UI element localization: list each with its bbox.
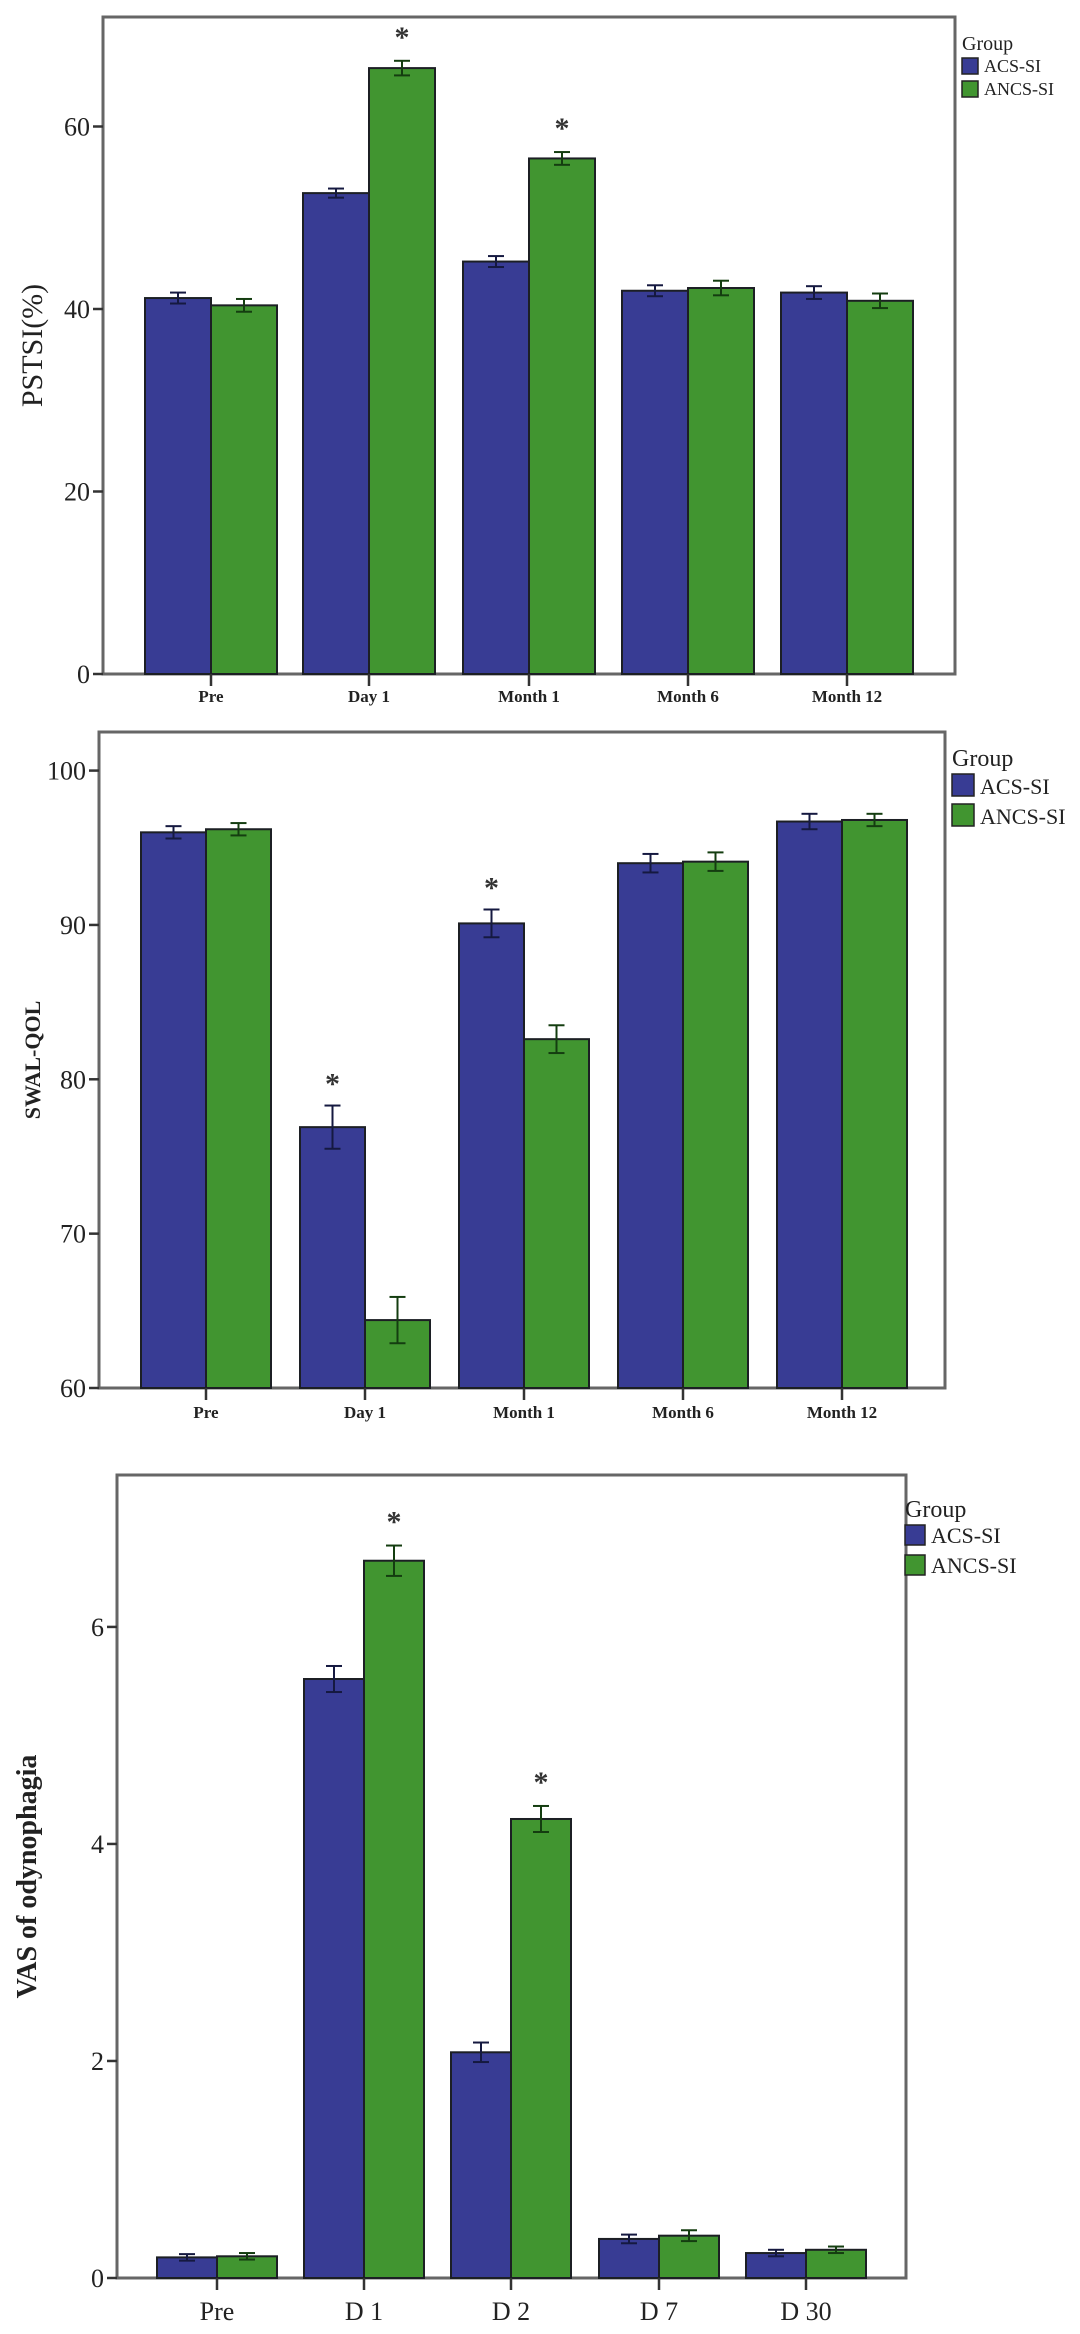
legend-label-acs-si: ACS-SI <box>984 56 1041 76</box>
bar-ancs-si-pre <box>205 828 272 1389</box>
bar-ancs-si-d-1 <box>363 1559 425 2280</box>
y-tick-label: 100 <box>47 757 86 786</box>
bar-ancs-si-month-6 <box>682 860 749 1389</box>
bar-ancs-si-d-2 <box>510 1817 572 2279</box>
legend-label-acs-si: ACS-SI <box>980 774 1050 799</box>
legend-swatch-acs-si <box>961 57 979 75</box>
legend-swatch-ancs-si <box>904 1554 926 1576</box>
chart-panel-2: 60 70 80 90 100 SWAL-QOL Pre Day 1 Month 1 Month … <box>20 730 1066 1422</box>
y-tick-label: 90 <box>60 911 86 940</box>
x-tick-label: Month 6 <box>652 1403 714 1422</box>
x-tick-label: Pre <box>193 1403 219 1422</box>
x-tick-label: D 7 <box>640 2297 678 2326</box>
bar-acs-si-month-12 <box>780 291 848 675</box>
legend-label-ancs-si: ANCS-SI <box>931 1553 1017 1578</box>
legend-label-acs-si: ACS-SI <box>931 1523 1001 1548</box>
legend-label-ancs-si: ANCS-SI <box>984 79 1054 99</box>
x-tick-label: Month 1 <box>498 687 560 706</box>
bar-ancs-si-month-1 <box>523 1038 590 1389</box>
y-tick-label: 4 <box>91 1830 104 1859</box>
bar-acs-si-month-12 <box>776 820 843 1389</box>
bar-ancs-si-month-1 <box>528 157 596 675</box>
bar-acs-si-d-1 <box>303 1678 365 2279</box>
x-tick-label: Month 12 <box>807 1403 877 1422</box>
bar-ancs-si-month-6 <box>687 287 755 675</box>
bar-acs-si-month-1 <box>458 922 525 1389</box>
y-axis-title: SWAL-QOL <box>20 1001 45 1120</box>
legend-swatch-acs-si <box>904 1524 926 1546</box>
x-tick-label: Month 1 <box>493 1403 555 1422</box>
y-tick-label: 6 <box>91 1613 104 1642</box>
y-tick-label: 60 <box>60 1374 86 1403</box>
legend-title: Group <box>962 33 1013 55</box>
x-tick-label: D 2 <box>492 2297 530 2326</box>
y-tick-label: 70 <box>60 1220 86 1249</box>
bar-ancs-si-pre <box>210 304 278 675</box>
legend-swatch-ancs-si <box>961 80 979 98</box>
legend-title: Group <box>905 1497 966 1523</box>
bar-acs-si-d-7 <box>598 2237 660 2279</box>
significance-asterisk: * <box>325 1068 340 1101</box>
x-tick-label: Month 12 <box>812 687 882 706</box>
bar-acs-si-month-1 <box>462 260 530 675</box>
legend-title: Group <box>952 746 1013 772</box>
significance-asterisk: * <box>387 1506 402 1539</box>
chart-panel-3: 0 2 4 6 VAS of odynophagia Pre D 1 D 2 D 7 D 30 * *… <box>12 1473 1017 2326</box>
y-tick-label: 0 <box>91 2264 104 2293</box>
x-tick-label: Day 1 <box>348 687 390 706</box>
x-tick-label: Day 1 <box>344 1403 386 1422</box>
bar-acs-si-day-1 <box>302 192 370 676</box>
bar-acs-si-pre <box>140 831 207 1389</box>
bar-ancs-si-month-12 <box>841 818 908 1389</box>
bar-acs-si-month-6 <box>617 862 684 1389</box>
x-tick-label: D 30 <box>780 2297 831 2326</box>
x-tick-label: D 1 <box>345 2297 383 2326</box>
significance-asterisk: * <box>555 112 570 145</box>
significance-asterisk: * <box>484 872 499 905</box>
y-tick-label: 60 <box>64 113 90 142</box>
y-tick-label: 20 <box>64 478 90 507</box>
y-tick-label: 2 <box>91 2047 104 2076</box>
bar-acs-si-day-1 <box>299 1126 366 1390</box>
bar-acs-si-month-6 <box>621 289 689 675</box>
y-tick-label: 80 <box>60 1065 86 1094</box>
significance-asterisk: * <box>395 21 410 54</box>
bar-ancs-si-day-1 <box>368 67 436 676</box>
bar-ancs-si-month-12 <box>846 299 914 675</box>
legend-swatch-ancs-si <box>951 803 975 827</box>
y-axis-title: VAS of odynophagia <box>12 1755 43 1999</box>
x-tick-label: Month 6 <box>657 687 719 706</box>
bar-acs-si-d-2 <box>450 2051 512 2280</box>
bar-acs-si-pre <box>144 297 212 675</box>
y-tick-label: 40 <box>64 295 90 324</box>
x-tick-label: Pre <box>198 687 224 706</box>
x-tick-label: Pre <box>200 2297 235 2326</box>
significance-asterisk: * <box>534 1766 549 1799</box>
y-axis-title: PSTSI(%) <box>16 284 49 407</box>
y-tick-label: 0 <box>77 660 90 689</box>
legend-label-ancs-si: ANCS-SI <box>980 804 1066 829</box>
bar-ancs-si-d-30 <box>805 2248 867 2279</box>
chart-panel-1: 0 20 40 60 PSTSI(%) Pre Day 1 Month 1 Month 6 Mon… <box>16 15 1054 706</box>
bar-ancs-si-d-7 <box>658 2234 720 2279</box>
legend-swatch-acs-si <box>951 773 975 797</box>
